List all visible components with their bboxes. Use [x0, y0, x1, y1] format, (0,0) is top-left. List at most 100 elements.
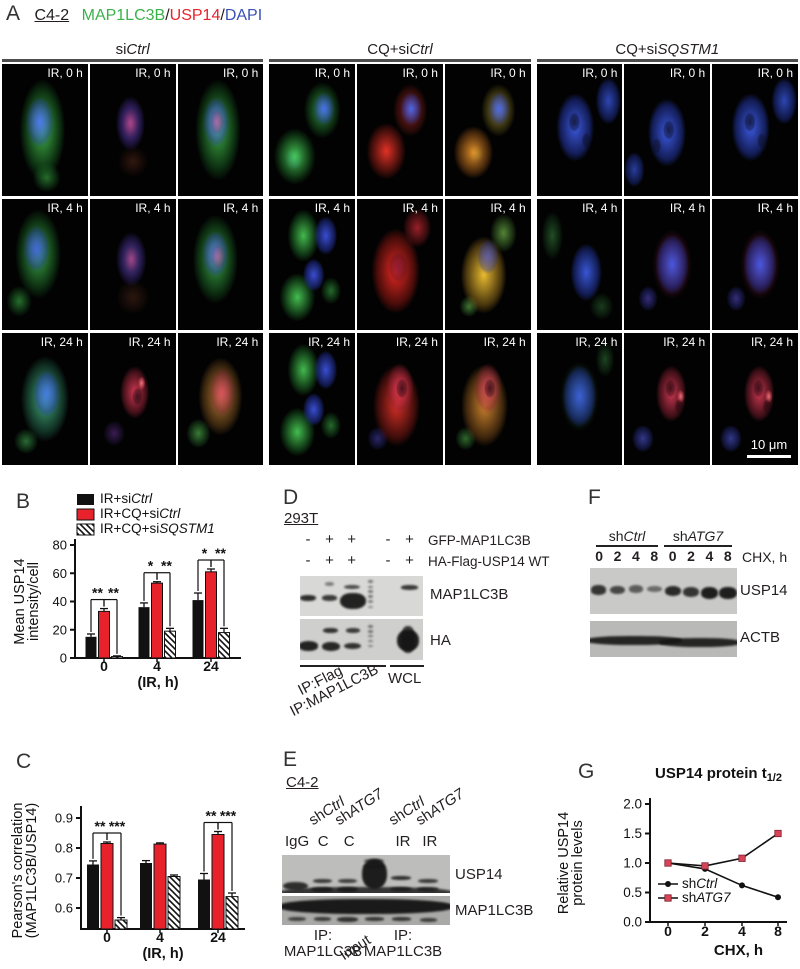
group-header-0: siCtrl [2, 41, 264, 62]
svg-text:8: 8 [774, 923, 782, 939]
micrograph-tile: IR, 24 h [624, 333, 711, 466]
wcl-label: WCL [388, 670, 422, 687]
panelG-letter: G [578, 760, 595, 783]
protein-band [345, 628, 361, 633]
blot-d-label1: MAP1LC3B [430, 586, 509, 603]
svg-text:intensity/cell: intensity/cell [26, 562, 42, 641]
micrograph-row-0: IR, 0 h IR, 0 h IR, 0 h IR, 0 h IR, 0 h IR, 0… [2, 64, 798, 196]
timepoint-label: IR, 4 h [582, 200, 618, 215]
micrograph-group: IR, 24 h IR, 24 h IR, 24 h [269, 333, 531, 466]
protein-band [367, 644, 373, 648]
chx-timepoint: 0 [668, 548, 677, 564]
protein-band [322, 595, 337, 601]
chx-timepoint: 4 [705, 548, 714, 564]
protein-band [367, 639, 373, 643]
protein-band [610, 585, 625, 595]
cell-image [624, 64, 711, 196]
protein-band [718, 587, 737, 600]
timepoint-label: IR, 4 h [669, 200, 706, 215]
svg-text:2: 2 [701, 923, 709, 939]
protein-band [646, 585, 662, 593]
lane-label-IR: IR [422, 833, 438, 850]
cell-image [536, 198, 623, 331]
svg-text:2.0: 2.0 [623, 797, 642, 812]
micrograph-group: IR, 4 h IR, 4 h IR, 4 h [2, 198, 264, 331]
micrograph-grid: IR, 0 h IR, 0 h IR, 0 h IR, 0 h IR, 0 h IR, 0… [2, 64, 798, 466]
svg-text:IR+siCtrl: IR+siCtrl [100, 491, 153, 506]
wcl-bracket-line [390, 665, 424, 667]
svg-text:4: 4 [738, 923, 746, 939]
micrograph-tile: IR, 0 h [624, 64, 711, 196]
micrograph-tile: IR, 4 h [269, 198, 356, 331]
protein-band [300, 595, 316, 601]
micrograph-tile: IR, 0 h [89, 64, 176, 196]
chart-usp14-half-life: 0.0 0.5 1.0 1.5 2.0 0 2 4 8 CHX, h Relative USP14p… [556, 765, 787, 959]
svg-text:Mean USP14: Mean USP14 [12, 558, 28, 644]
svg-text:Relative USP14: Relative USP14 [556, 812, 572, 914]
micrograph-tile: IR, 4 h [536, 198, 623, 331]
panelE-ip-right-2: MAP1LC3B [363, 943, 443, 960]
protein-band [311, 886, 334, 892]
protein-band [391, 875, 412, 880]
panelC-letter: C [16, 750, 32, 773]
cell-image [89, 198, 176, 331]
micrograph-tile: IR, 24 h [536, 333, 623, 466]
protein-band [367, 595, 373, 598]
chx-timepoint: 8 [650, 548, 659, 564]
micrograph-group: IR, 24 h IR, 24 h IR, 24 h 10 μm [536, 333, 798, 466]
micrograph-tile: IR, 24 h [269, 333, 356, 466]
chx-timepoint: 4 [632, 548, 640, 564]
cell-image [444, 64, 531, 196]
micrograph-tile: IR, 4 h [177, 198, 264, 331]
panelE-ip-left-2: MAP1LC3B [283, 943, 363, 960]
svg-text:0.6: 0.6 [55, 901, 73, 916]
micrograph-tile: IR, 0 h [536, 64, 623, 196]
protein-band [418, 878, 439, 883]
plus-minus-sign: + [347, 552, 357, 569]
blot-f-usp14 [590, 568, 737, 614]
cell-image [536, 64, 623, 196]
cell-image [357, 198, 443, 331]
blot-f-label1: USP14 [740, 582, 788, 599]
timepoint-label: IR, 4 h [222, 200, 259, 215]
stain-DAPI: DAPI [224, 7, 263, 24]
micrograph-tile: IR, 4 h [89, 198, 176, 331]
svg-text:shCtrl: shCtrl [682, 876, 718, 891]
svg-text:20: 20 [53, 622, 67, 637]
timepoint-label: IR, 4 h [314, 200, 351, 215]
blot-e-label2: MAP1LC3B [455, 902, 534, 919]
cell-image [624, 198, 711, 331]
stain-title: MAP1LC3B/USP14/DAPI [82, 7, 263, 24]
micrograph-tile: IR, 24 h 10 μm [712, 333, 798, 466]
panelD-letter: D [283, 486, 299, 509]
cell-image [177, 198, 264, 331]
protein-band [338, 878, 357, 883]
chart-pearsons-correlation: 0.60.70.80.9 ** ***** ***0 4 24(IR, h)Pearson… [10, 803, 245, 962]
timepoint-label: IR, 4 h [47, 200, 83, 215]
protein-band [682, 586, 700, 597]
protein-band [365, 917, 384, 921]
panelF-shctrl-label: shCtrl [596, 528, 658, 547]
protein-band [400, 585, 419, 590]
blot-d-map1lc3b [300, 576, 423, 616]
timepoint-label: IR, 24 h [216, 335, 259, 350]
cell-image [177, 333, 264, 466]
protein-band [419, 918, 437, 922]
protein-band [321, 641, 340, 651]
svg-text:IR+CQ+siCtrl: IR+CQ+siCtrl [100, 506, 181, 521]
micrograph-tile: IR, 4 h [712, 198, 798, 331]
cell-image [269, 198, 356, 331]
protein-band [367, 580, 373, 583]
cell-image [357, 64, 443, 196]
cell-image [269, 64, 356, 196]
protein-band [323, 628, 339, 633]
blot-d-ha [300, 619, 423, 660]
svg-text:**: ** [161, 558, 172, 574]
protein-band [337, 917, 358, 923]
chx-timepoint: 0 [595, 548, 604, 564]
group-underline [536, 59, 798, 62]
protein-band [287, 916, 307, 921]
svg-text:0.5: 0.5 [623, 885, 642, 900]
